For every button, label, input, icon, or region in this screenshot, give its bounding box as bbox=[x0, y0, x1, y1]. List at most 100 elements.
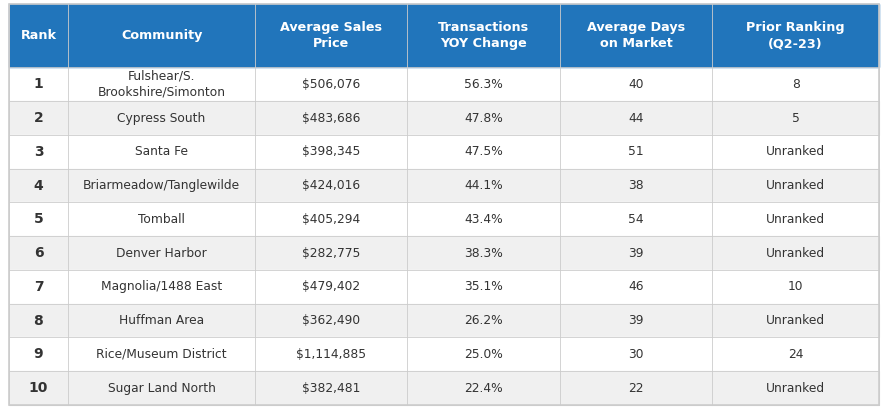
Text: Rank: Rank bbox=[20, 29, 57, 42]
Bar bbox=[712, 4, 879, 67]
Bar bbox=[408, 270, 559, 303]
Bar bbox=[712, 236, 879, 270]
Text: Tomball: Tomball bbox=[139, 213, 185, 226]
Text: Unranked: Unranked bbox=[766, 314, 825, 327]
Text: Unranked: Unranked bbox=[766, 382, 825, 395]
Bar bbox=[712, 202, 879, 236]
Text: 56.3%: 56.3% bbox=[464, 78, 503, 91]
Bar bbox=[408, 371, 559, 405]
Bar bbox=[68, 371, 255, 405]
Bar bbox=[559, 67, 712, 101]
Text: 3: 3 bbox=[34, 145, 44, 159]
Bar bbox=[9, 135, 68, 169]
Bar bbox=[712, 67, 879, 101]
Text: Magnolia/1488 East: Magnolia/1488 East bbox=[101, 280, 222, 293]
Text: 54: 54 bbox=[628, 213, 644, 226]
Bar bbox=[408, 337, 559, 371]
Bar bbox=[9, 67, 68, 101]
Bar bbox=[559, 135, 712, 169]
Bar bbox=[559, 169, 712, 202]
Bar bbox=[408, 4, 559, 67]
Text: Huffman Area: Huffman Area bbox=[119, 314, 204, 327]
Bar bbox=[712, 371, 879, 405]
Text: 39: 39 bbox=[628, 247, 644, 260]
Bar bbox=[712, 270, 879, 303]
Text: Community: Community bbox=[121, 29, 202, 42]
Text: $405,294: $405,294 bbox=[302, 213, 361, 226]
Bar bbox=[255, 67, 408, 101]
Text: 40: 40 bbox=[628, 78, 644, 91]
Text: 39: 39 bbox=[628, 314, 644, 327]
Bar bbox=[9, 236, 68, 270]
Text: Fulshear/S.
Brookshire/Simonton: Fulshear/S. Brookshire/Simonton bbox=[98, 70, 226, 99]
Text: 38.3%: 38.3% bbox=[464, 247, 503, 260]
Text: $1,114,885: $1,114,885 bbox=[297, 348, 367, 361]
Text: $483,686: $483,686 bbox=[302, 112, 361, 125]
Bar bbox=[68, 202, 255, 236]
Text: $382,481: $382,481 bbox=[302, 382, 361, 395]
Text: 2: 2 bbox=[34, 111, 44, 125]
Bar bbox=[255, 101, 408, 135]
Text: 8: 8 bbox=[34, 314, 44, 328]
Bar bbox=[559, 371, 712, 405]
Bar bbox=[712, 169, 879, 202]
Bar bbox=[68, 303, 255, 337]
Text: Cypress South: Cypress South bbox=[117, 112, 206, 125]
Bar bbox=[255, 236, 408, 270]
Bar bbox=[9, 101, 68, 135]
Text: Unranked: Unranked bbox=[766, 247, 825, 260]
Text: 5: 5 bbox=[34, 212, 44, 226]
Text: 24: 24 bbox=[788, 348, 804, 361]
Bar bbox=[255, 135, 408, 169]
Text: $424,016: $424,016 bbox=[302, 179, 361, 192]
Text: 44.1%: 44.1% bbox=[464, 179, 503, 192]
Bar bbox=[68, 270, 255, 303]
Bar bbox=[255, 202, 408, 236]
Text: $506,076: $506,076 bbox=[302, 78, 361, 91]
Text: 30: 30 bbox=[628, 348, 644, 361]
Text: 44: 44 bbox=[628, 112, 644, 125]
Text: 43.4%: 43.4% bbox=[464, 213, 503, 226]
Bar bbox=[559, 202, 712, 236]
Bar bbox=[9, 169, 68, 202]
Bar bbox=[9, 303, 68, 337]
Bar bbox=[9, 337, 68, 371]
Bar bbox=[68, 236, 255, 270]
Text: 46: 46 bbox=[628, 280, 644, 293]
Bar bbox=[255, 303, 408, 337]
Bar bbox=[408, 169, 559, 202]
Text: 9: 9 bbox=[34, 347, 44, 361]
Bar bbox=[559, 270, 712, 303]
Bar bbox=[712, 337, 879, 371]
Text: Average Sales
Price: Average Sales Price bbox=[281, 21, 383, 50]
Bar bbox=[68, 135, 255, 169]
Bar bbox=[559, 4, 712, 67]
Bar bbox=[408, 202, 559, 236]
Bar bbox=[68, 101, 255, 135]
Bar bbox=[559, 101, 712, 135]
Text: 10: 10 bbox=[788, 280, 804, 293]
Text: Rice/Museum District: Rice/Museum District bbox=[96, 348, 227, 361]
Text: $282,775: $282,775 bbox=[302, 247, 361, 260]
Bar bbox=[255, 4, 408, 67]
Text: 38: 38 bbox=[628, 179, 644, 192]
Text: 1: 1 bbox=[34, 77, 44, 91]
Bar bbox=[408, 236, 559, 270]
Text: 25.0%: 25.0% bbox=[464, 348, 503, 361]
Text: 22.4%: 22.4% bbox=[464, 382, 503, 395]
Text: Sugar Land North: Sugar Land North bbox=[107, 382, 216, 395]
Text: 51: 51 bbox=[628, 145, 644, 158]
Text: Santa Fe: Santa Fe bbox=[135, 145, 188, 158]
Bar bbox=[9, 270, 68, 303]
Text: 8: 8 bbox=[791, 78, 799, 91]
Bar bbox=[255, 337, 408, 371]
Bar bbox=[712, 303, 879, 337]
Text: 7: 7 bbox=[34, 280, 44, 294]
Text: 5: 5 bbox=[791, 112, 799, 125]
Text: Briarmeadow/Tanglewilde: Briarmeadow/Tanglewilde bbox=[83, 179, 240, 192]
Text: 35.1%: 35.1% bbox=[464, 280, 503, 293]
Text: 6: 6 bbox=[34, 246, 44, 260]
Bar bbox=[408, 67, 559, 101]
Bar bbox=[408, 135, 559, 169]
Bar bbox=[9, 4, 68, 67]
